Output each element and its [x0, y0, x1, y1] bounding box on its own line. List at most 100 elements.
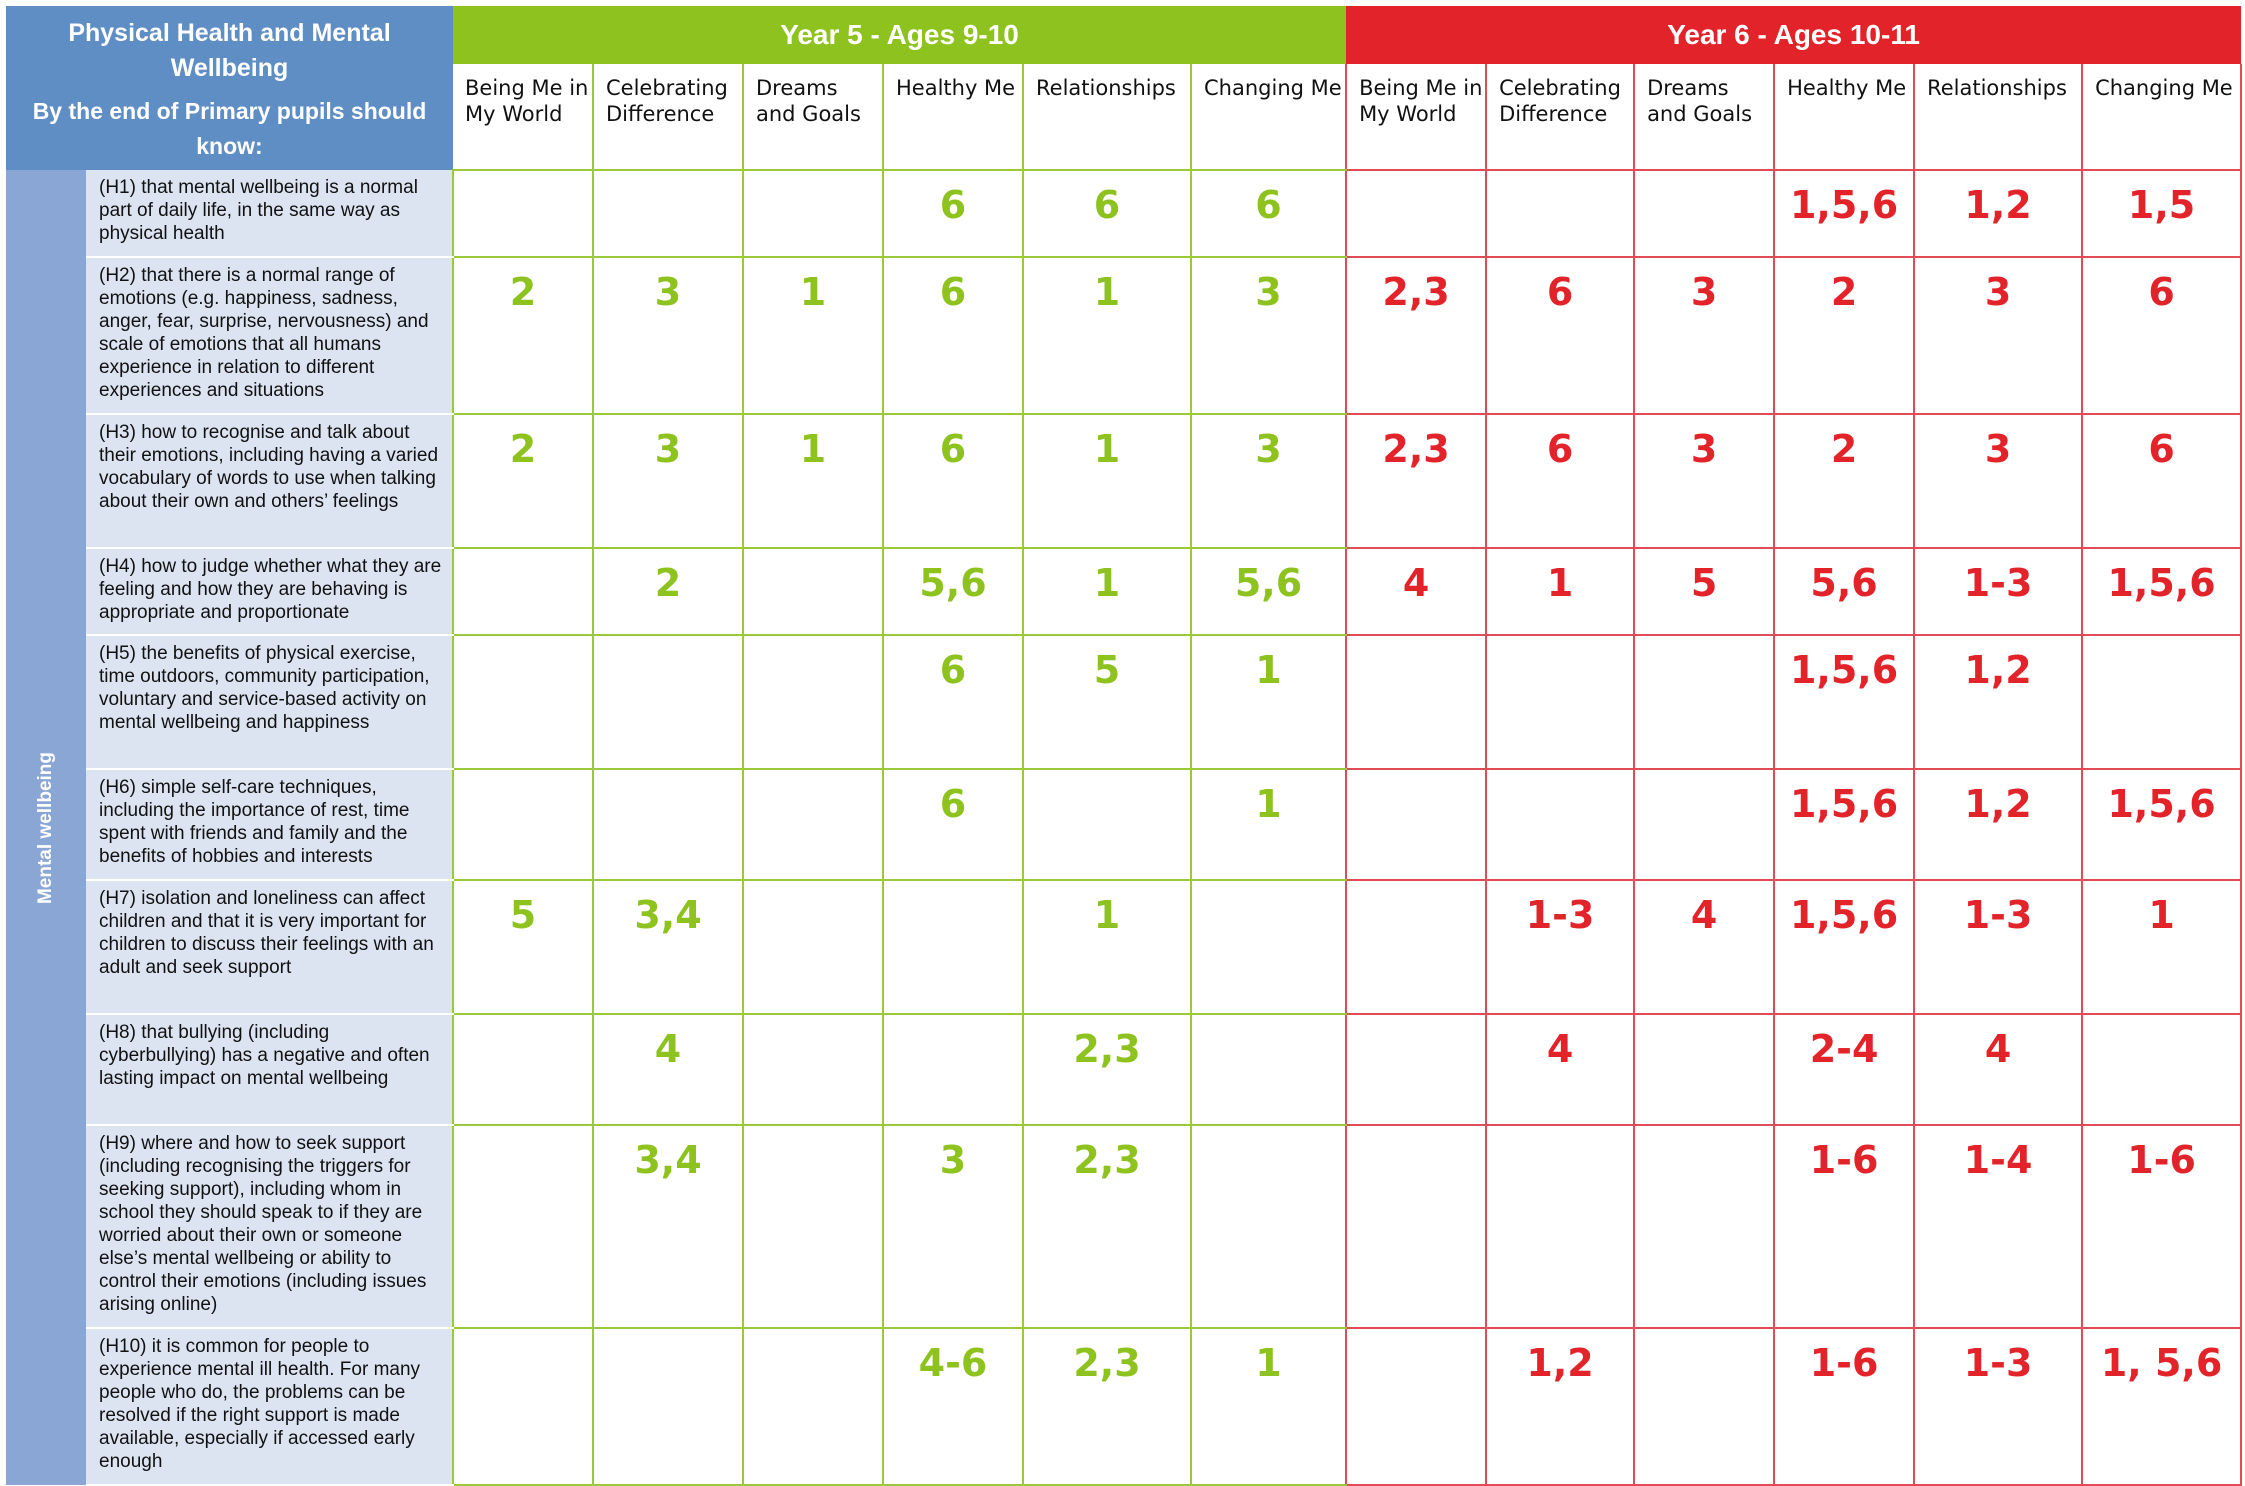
- year5-lesson-cell: [452, 1125, 593, 1329]
- year6-lesson-cell: 6: [1485, 257, 1635, 415]
- year6-lesson-cell: 6: [2081, 257, 2243, 415]
- year6-lesson-cell: 1-4: [1913, 1125, 2083, 1329]
- year6-lesson-cell: 4: [1633, 880, 1775, 1015]
- year6-lesson-cell: 1-6: [1773, 1125, 1915, 1329]
- year6-lesson-cell: 3: [1913, 414, 2083, 549]
- year5-lesson-cell: [742, 170, 883, 258]
- statement-cell: (H9) where and how to seek support (incl…: [86, 1125, 453, 1329]
- year6-lesson-cell: [1633, 1014, 1775, 1126]
- year5-lesson-cell: [452, 635, 593, 770]
- year6-lesson-cell: 2-4: [1773, 1014, 1915, 1126]
- year6-lesson-cell: 4: [1345, 548, 1487, 636]
- year5-column-header: Celebrating Difference: [592, 64, 743, 171]
- year5-lesson-cell: [452, 1328, 593, 1486]
- year6-lesson-cell: 1: [1485, 548, 1635, 636]
- year5-lesson-cell: 1: [742, 257, 883, 415]
- year5-lesson-cell: 1: [1022, 880, 1191, 1015]
- year5-lesson-cell: 5: [452, 880, 593, 1015]
- year5-lesson-cell: 6: [882, 769, 1023, 881]
- year6-lesson-cell: 1,2: [1913, 635, 2083, 770]
- year5-lesson-cell: [452, 170, 593, 258]
- year5-lesson-cell: 1: [1189, 1328, 1347, 1486]
- table-row: (H8) that bullying (including cyberbully…: [6, 1014, 2243, 1126]
- year5-lesson-cell: [452, 1014, 593, 1126]
- year5-lesson-cell: 2: [592, 548, 743, 636]
- year6-lesson-cell: 1-3: [1913, 880, 2083, 1015]
- year6-lesson-cell: [1345, 1125, 1487, 1329]
- statement-cell: (H8) that bullying (including cyberbully…: [86, 1014, 453, 1126]
- year6-lesson-cell: 1,2: [1485, 1328, 1635, 1486]
- curriculum-table: Physical Health and Mental Wellbeing By …: [6, 6, 2243, 1486]
- statement-cell: (H10) it is common for people to experie…: [86, 1328, 453, 1486]
- statement-cell: (H4) how to judge whether what they are …: [86, 548, 453, 636]
- year5-lesson-cell: [742, 769, 883, 881]
- table-row: (H7) isolation and loneliness can affect…: [6, 880, 2243, 1015]
- year6-lesson-cell: 1,5,6: [2081, 769, 2243, 881]
- table-row: (H5) the benefits of physical exercise, …: [6, 635, 2243, 770]
- statement-cell: (H6) simple self-care techniques, includ…: [86, 769, 453, 881]
- year6-lesson-cell: 5: [1633, 548, 1775, 636]
- year5-lesson-cell: 3,4: [592, 880, 743, 1015]
- year6-lesson-cell: 6: [2081, 414, 2243, 549]
- year5-lesson-cell: 2: [452, 257, 593, 415]
- table-row: (H9) where and how to seek support (incl…: [6, 1125, 2243, 1329]
- year5-lesson-cell: [1189, 880, 1347, 1015]
- year6-column-header: Being Me in My World: [1345, 64, 1487, 171]
- year5-lesson-cell: [592, 769, 743, 881]
- year5-lesson-cell: 6: [882, 170, 1023, 258]
- year5-lesson-cell: 1: [1189, 769, 1347, 881]
- year5-lesson-cell: 1: [1022, 548, 1191, 636]
- year6-lesson-cell: 1,5,6: [1773, 880, 1915, 1015]
- year6-lesson-cell: 1,2: [1913, 170, 2083, 258]
- year6-column-header: Celebrating Difference: [1485, 64, 1635, 171]
- year5-column-header: Being Me in My World: [453, 64, 593, 171]
- year5-lesson-cell: 1: [742, 414, 883, 549]
- year5-lesson-cell: 2: [452, 414, 593, 549]
- year6-lesson-cell: 1,5,6: [1773, 170, 1915, 258]
- year5-lesson-cell: [592, 1328, 743, 1486]
- table-title: Physical Health and Mental Wellbeing: [68, 19, 391, 82]
- table-body: Mental wellbeing (H1) that mental wellbei…: [6, 170, 2243, 1486]
- year5-lesson-cell: [742, 1328, 883, 1486]
- year5-lesson-cell: 4-6: [882, 1328, 1023, 1486]
- statement-cell: (H7) isolation and loneliness can affect…: [86, 880, 453, 1015]
- column-header-row: Being Me in My World Celebrating Differen…: [6, 64, 2243, 171]
- year6-lesson-cell: [1345, 635, 1487, 770]
- statement-cell: (H1) that mental wellbeing is a normal p…: [86, 170, 453, 258]
- year6-lesson-cell: 3: [1913, 257, 2083, 415]
- year6-lesson-cell: 2: [1773, 257, 1915, 415]
- year5-lesson-cell: [742, 635, 883, 770]
- year6-lesson-cell: [1485, 769, 1635, 881]
- year5-lesson-cell: 3: [882, 1125, 1023, 1329]
- year6-column-header: Healthy Me: [1773, 64, 1915, 171]
- table-subtitle: By the end of Primary pupils should know…: [32, 98, 427, 159]
- year5-lesson-cell: [452, 548, 593, 636]
- year5-column-header: Dreams and Goals: [742, 64, 883, 171]
- year6-lesson-cell: 1, 5,6: [2081, 1328, 2243, 1486]
- year6-lesson-cell: [1345, 769, 1487, 881]
- table-row: Mental wellbeing (H1) that mental wellbei…: [6, 170, 2243, 1485]
- year6-lesson-cell: 1-3: [1913, 548, 2083, 636]
- year6-column-header: Changing Me: [2081, 64, 2243, 171]
- table-row: (H6) simple self-care techniques, includ…: [6, 769, 2243, 881]
- year6-lesson-cell: [1345, 170, 1487, 258]
- year-header-row: Physical Health and Mental Wellbeing By …: [6, 6, 2242, 170]
- year5-lesson-cell: 1: [1189, 635, 1347, 770]
- year6-column-header: Relationships: [1913, 64, 2083, 171]
- year6-lesson-cell: 3: [1633, 414, 1775, 549]
- year6-lesson-cell: [2081, 635, 2243, 770]
- year6-lesson-cell: 2,3: [1345, 414, 1487, 549]
- year6-lesson-cell: 1,5,6: [1773, 769, 1915, 881]
- year5-lesson-cell: 6: [882, 414, 1023, 549]
- year6-lesson-cell: [1485, 170, 1635, 258]
- year5-lesson-cell: 2,3: [1022, 1014, 1191, 1126]
- statement-cell: (H2) that there is a normal range of emo…: [86, 257, 453, 415]
- year6-lesson-cell: [1633, 769, 1775, 881]
- year6-lesson-cell: [1485, 635, 1635, 770]
- year6-lesson-cell: 1,2: [1913, 769, 2083, 881]
- year5-lesson-cell: [742, 1014, 883, 1126]
- statement-cell: (H5) the benefits of physical exercise, …: [86, 635, 453, 770]
- year5-column-header: Healthy Me: [882, 64, 1023, 171]
- year6-lesson-cell: [1633, 1125, 1775, 1329]
- year6-lesson-cell: [1345, 1014, 1487, 1126]
